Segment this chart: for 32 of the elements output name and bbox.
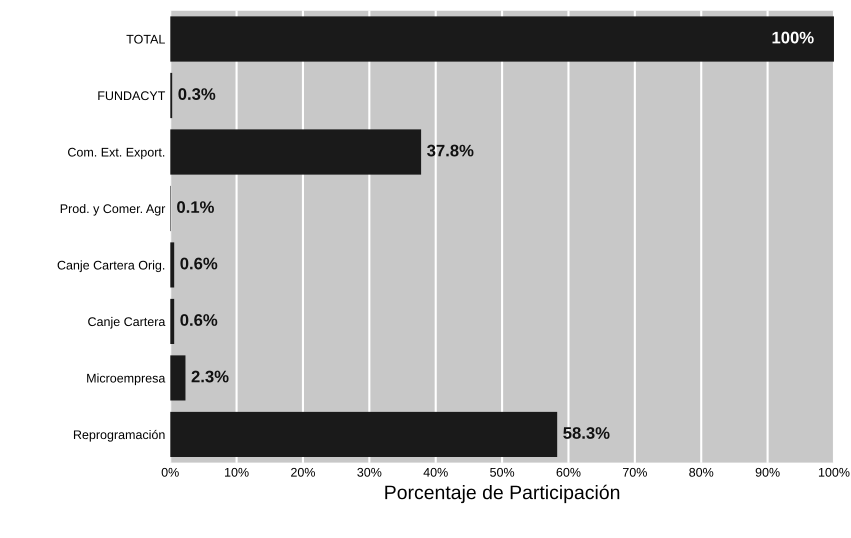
y-tick-label: FUNDACYT (98, 91, 166, 100)
x-tick-label: 20% (291, 468, 316, 477)
y-tick-label: Reprogramación (74, 430, 165, 442)
x-tick-label: 50% (490, 468, 514, 477)
y-tick-label: TOTAL (126, 34, 165, 44)
x-tick-label: 40% (423, 468, 448, 477)
x-tick-label: 60% (556, 468, 581, 477)
data-label: 2.3% (192, 370, 229, 382)
x-tick-label: 70% (622, 468, 647, 477)
x-tick-label: 90% (756, 468, 780, 477)
x-tick-label: 100% (818, 468, 850, 477)
bar (170, 129, 422, 175)
y-tick-label: Canje Cartera Orig. (58, 260, 164, 272)
x-tick-label: 0% (162, 468, 179, 477)
x-tick-label: 10% (225, 468, 249, 477)
bar (170, 355, 186, 401)
bar (170, 412, 558, 458)
data-label: 58.3% (563, 427, 610, 439)
data-label: 100% (772, 32, 814, 44)
y-tick-label: Prod. y Comer. Agr (60, 204, 166, 216)
y-tick-label: Canje Cartera (88, 316, 166, 329)
x-tick-label: 80% (689, 468, 714, 477)
data-label: 0.6% (180, 314, 218, 326)
y-tick-label: Microempresa (87, 373, 166, 386)
x-tick-label: 30% (357, 468, 382, 477)
x-axis-title: Porcentaje de Participación (385, 484, 620, 504)
data-label: 0.3% (178, 88, 216, 100)
y-tick-label: Com. Ext. Export. (68, 148, 164, 160)
data-label: 0.6% (180, 258, 218, 270)
data-label: 0.1% (177, 201, 214, 213)
bar (170, 16, 834, 62)
data-label: 37.8% (427, 144, 474, 156)
